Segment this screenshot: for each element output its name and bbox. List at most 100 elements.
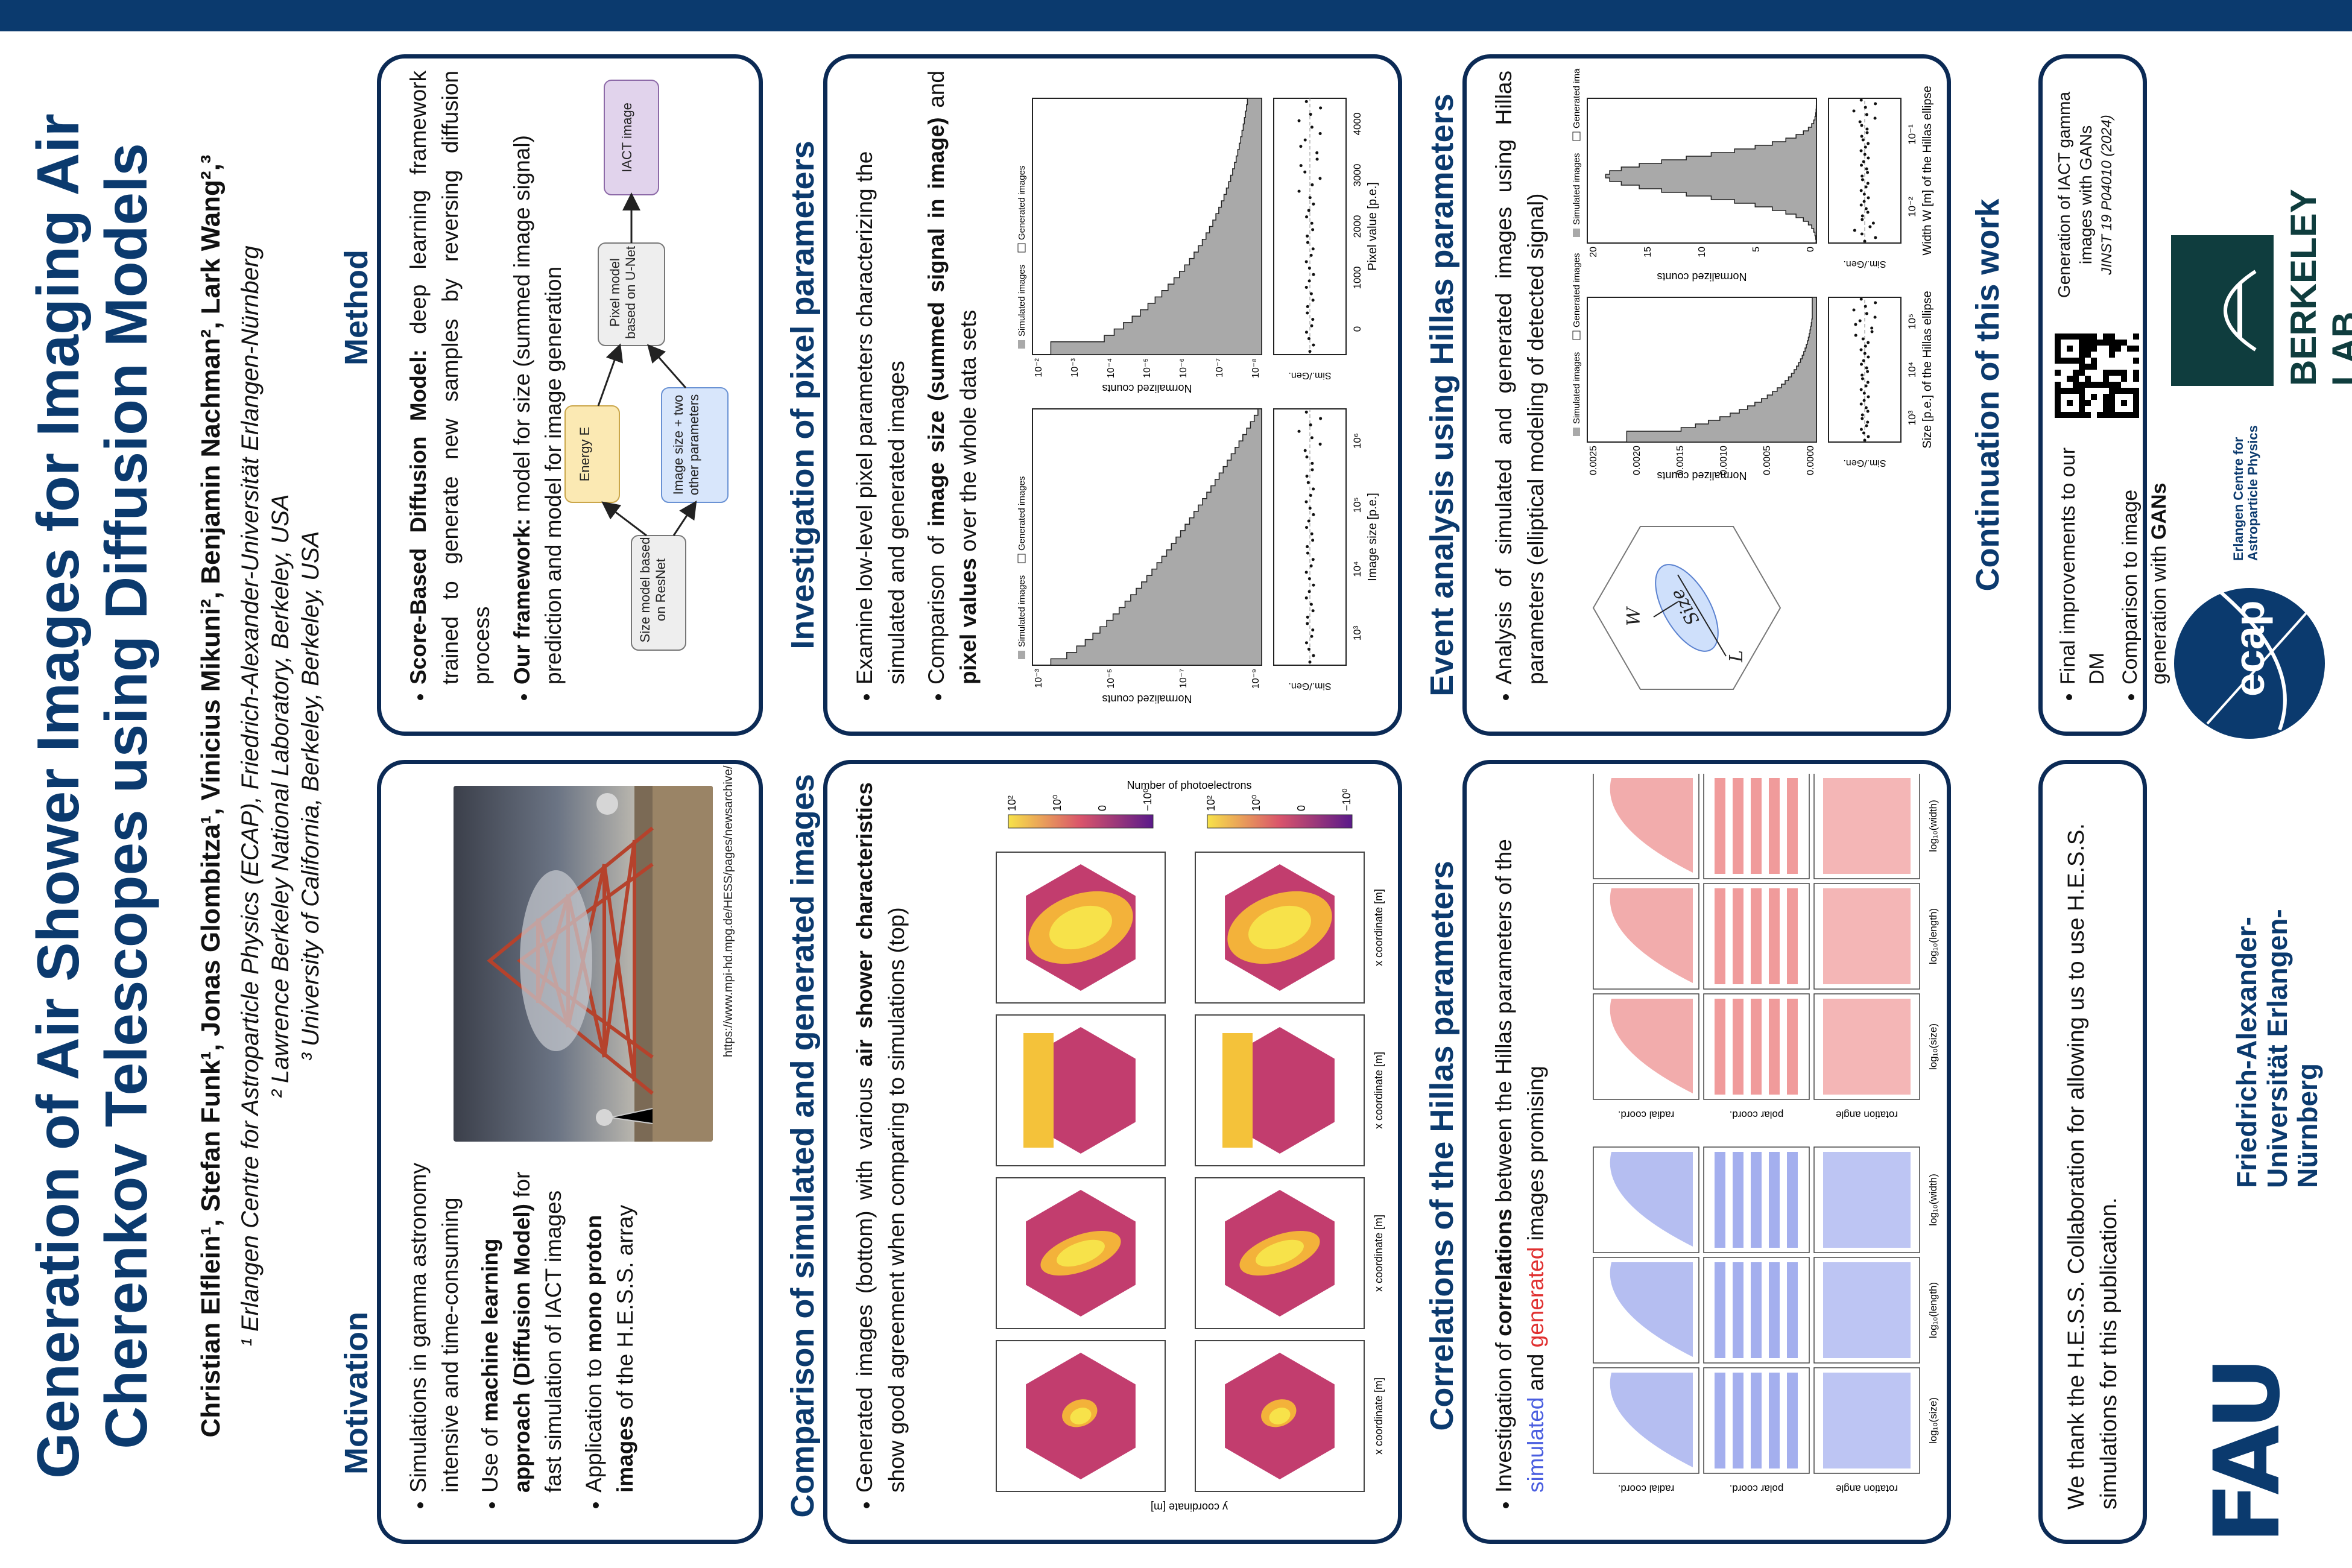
colorbar-tick: 0 [1096,805,1108,811]
ratio-point [1858,120,1862,124]
berkeley-wordmark: BERKELEY LAB [2283,189,2352,386]
ratio-point [1862,431,1865,435]
ratio-point [1863,352,1867,355]
ratio-point [1306,545,1309,548]
ratio-point [1865,366,1868,370]
method-bullet-1: Score-Based Diffusion Model: deep learni… [403,71,498,684]
qr-module [2109,382,2115,388]
qr-module [2055,370,2061,376]
ratio-point [1318,131,1322,135]
flow-image-size: Image size + two other parameters [671,394,701,496]
colorbar-tick: −10⁰ [1142,788,1154,811]
ratio-axis-label: Sim./Gen. [1843,259,1886,269]
ratio-point [1863,239,1867,243]
ratio-point [1307,577,1311,581]
ratio-point [1870,330,1874,334]
ratio-point [1854,323,1857,326]
pixel-bullet-2: Comparison of image size (summed signal … [921,71,984,684]
density-band [1769,778,1780,874]
ratio-point [1304,596,1308,599]
ratio-point [1308,660,1312,664]
correlation-cell [1813,1257,1920,1364]
shower-core [1248,905,1311,950]
hillas-ellipse-diagram [1592,526,1781,690]
ratio-point [1862,359,1865,362]
camera-image-grid: 10² 10⁰ 0 −10⁰ 10² 10⁰ 0 −10⁰ x coordinate [m] x … [990,779,1388,1516]
x-axis-label: x coordinate [m] [1373,1377,1385,1455]
comparison-box: Generated images (bottom) with various a… [823,760,1402,1544]
ratio-point [1318,177,1322,180]
ratio-point [1866,210,1870,214]
fau-name: Friedrich-Alexander-Universität Erlangen… [2231,909,2324,1188]
legend-sim: Simulated images [1572,352,1582,424]
legend-gen: Generated images [1017,166,1027,240]
density-band [1751,1152,1762,1248]
ratio-point [1315,151,1319,154]
fau-logo: FAU [2171,1170,2328,1544]
y-tick-label: 0 [1806,247,1816,252]
density-band [1769,1373,1780,1468]
correlation-cell [1593,993,1699,1100]
correlation-cell [1593,1367,1699,1474]
ratio-point [1865,312,1868,315]
ratio-point [1303,170,1307,174]
flow-size-model: Size model based on ResNet [637,537,668,643]
ratio-point [1859,428,1863,431]
qr-code[interactable] [2055,334,2139,418]
x-axis-label: x coordinate [m] [1373,889,1385,966]
correlation-cell [1813,883,1920,990]
corr-x-label: log₁₀(width) [1927,800,1939,852]
qr-module [2085,382,2091,388]
qr-module [2085,400,2091,406]
x-tick-label: 10⁶ [1351,433,1363,449]
density-band [1787,1152,1798,1248]
density-band [1751,888,1762,984]
y-tick-label: 10⁻⁵ [1142,358,1152,378]
qr-module [2091,364,2097,370]
density-band [1715,999,1725,1095]
ratio-point [1859,98,1863,102]
ratio-point [1297,429,1301,433]
ratio-point [1860,373,1864,377]
method-box: Score-Based Diffusion Model: deep learni… [377,54,763,736]
ratio-point [1309,253,1313,257]
x-tick-label: 10³ [1906,410,1918,425]
continuation-reference: Generation of IACT gamma images with GAN… [2055,92,2115,298]
density-band [1751,1262,1762,1358]
density-band [1787,1373,1798,1468]
ratio-point [1304,330,1308,334]
ratio-point [1310,436,1314,440]
qr-module [2091,340,2097,346]
shower-core [1070,1408,1092,1424]
corr-x-label: log₁₀(size) [1927,1397,1939,1444]
ratio-point [1867,142,1870,145]
ratio-point [1864,106,1867,109]
pixel-hist-plots: Image size [p.e.] 10³ 10⁴ 10⁵ 10⁶ 10⁻³ 10⁻⁵ 10⁻… [1014,68,1388,713]
density-region [1823,778,1911,874]
camera-images-svg: 10² 10⁰ 0 −10⁰ 10² 10⁰ 0 −10⁰ x coordinate [m] x … [996,779,1385,1513]
colorbar-tick: 10² [1006,795,1018,811]
ratio-point [1859,203,1863,207]
density-band [1715,1152,1725,1248]
histogram-bars [1626,297,1817,443]
ratio-point [1297,119,1301,122]
legend-swatch-gen [1572,330,1581,340]
qr-module [2133,346,2139,352]
hillas-box: Analysis of simulated and generated imag… [1462,54,1951,736]
qr-module [2115,340,2121,346]
x-axis-label: x coordinate [m] [1373,1215,1385,1292]
qr-module [2091,382,2097,388]
legend-sim: Simulated images [1572,153,1582,225]
colorbar-tick: 10⁰ [1250,795,1262,811]
ratio-point [1862,192,1866,196]
ratio-point [1859,402,1863,406]
y-tick-label: 10⁻⁶ [1178,358,1189,378]
qr-module [2085,364,2091,370]
density-region [1610,999,1693,1093]
hillas-bullet-1: Analysis of simulated and generated imag… [1488,71,1552,684]
x-tick-label: 10⁴ [1906,362,1918,378]
affiliations: ¹ Erlangen Centre for Astroparticle Phys… [235,72,326,1520]
hillas-bullets: Analysis of simulated and generated imag… [1488,71,1560,716]
diagram-w-label: W [1623,607,1645,626]
pixel-bullet-1: Examine low-level pixel parameters chara… [849,71,912,684]
